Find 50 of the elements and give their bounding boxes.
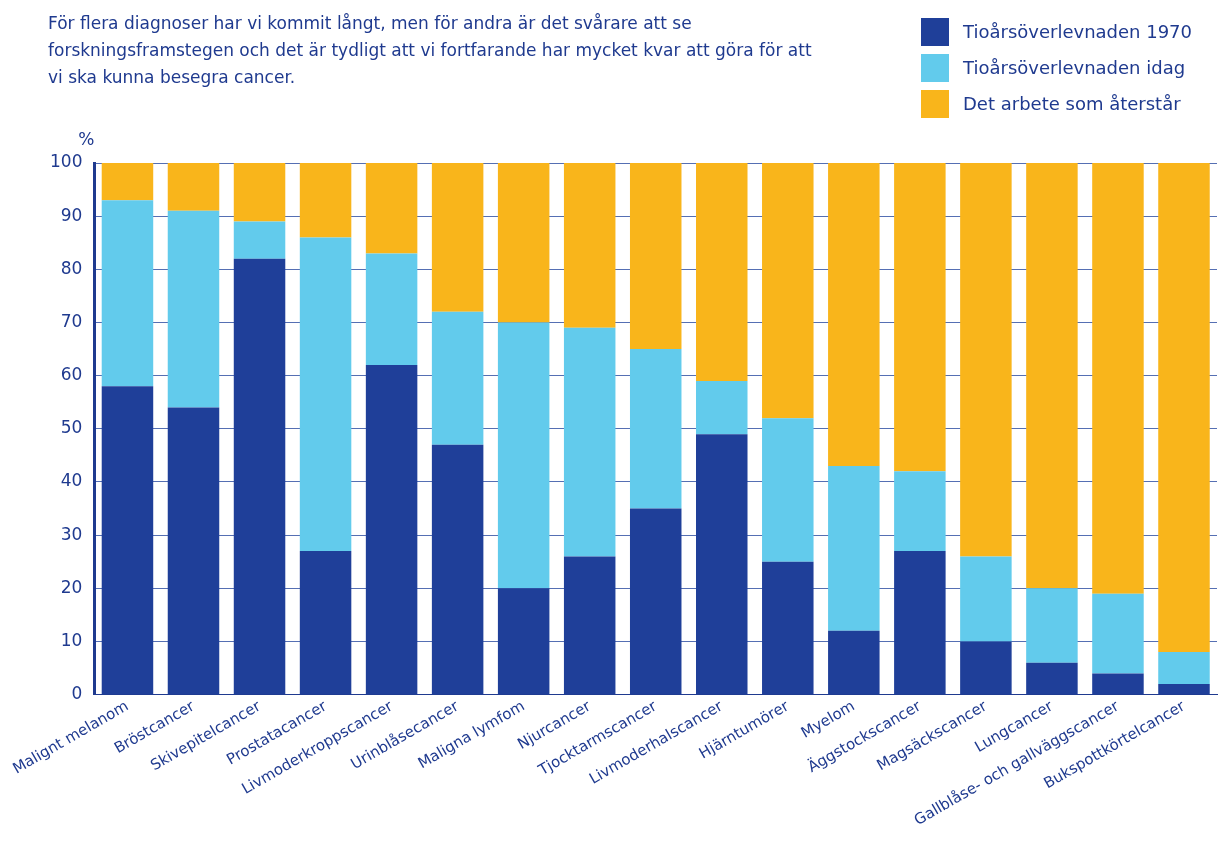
bar	[299, 237, 352, 552]
y-tick-label: 80	[60, 257, 83, 278]
bar	[762, 163, 814, 419]
bar	[497, 163, 550, 323]
bar	[563, 163, 616, 328]
bar	[1026, 163, 1078, 589]
bar	[431, 163, 484, 312]
bar	[1158, 163, 1210, 653]
y-tick-label: 100	[49, 151, 83, 172]
bar	[563, 327, 616, 557]
bar	[431, 311, 484, 445]
legend-label: Tioårsöverlevnaden 1970	[962, 20, 1193, 42]
y-tick-label: 0	[71, 683, 83, 704]
y-tick-label: 40	[60, 470, 83, 491]
bar	[696, 380, 748, 435]
y-tick-label: 60	[60, 364, 83, 385]
bar	[828, 163, 880, 467]
bar	[629, 349, 682, 509]
bar	[365, 253, 418, 366]
y-tick-label: 30	[60, 523, 83, 544]
y-tick-label: 70	[60, 310, 83, 331]
bar	[167, 210, 220, 408]
y-tick-label: 90	[60, 204, 83, 225]
chart-title: För flera diagnoser har vi kommit långt, men för andra är det svårare att se forskningsframstegen och det är tydligt att vi fortfarande har mycket kvar att göra för att vi ska kunna besegra cancer.	[48, 12, 813, 89]
y-tick-label: 50	[60, 417, 83, 438]
bar	[299, 163, 352, 238]
bar	[1158, 652, 1210, 685]
y-tick-label: 20	[60, 576, 83, 597]
legend-label: Tioårsöverlevnaden idag	[962, 56, 1186, 78]
bar	[101, 200, 154, 387]
bar	[960, 556, 1012, 642]
bar	[960, 163, 1012, 557]
y-tick-label: 10	[60, 629, 83, 650]
bar	[497, 322, 550, 589]
bar	[233, 221, 286, 259]
bar	[828, 466, 880, 631]
bar	[1026, 588, 1078, 663]
bar	[167, 163, 220, 211]
bar	[894, 471, 946, 552]
bar	[696, 163, 748, 381]
bar	[629, 163, 682, 350]
legend-label: Det arbete som återstår	[963, 92, 1182, 114]
bar	[365, 163, 418, 254]
bar	[894, 163, 946, 472]
bar	[1092, 593, 1144, 674]
y-axis-title: %	[78, 128, 95, 149]
bar	[1092, 163, 1144, 594]
bar	[233, 163, 286, 222]
bar	[101, 163, 154, 201]
bar	[762, 418, 814, 562]
